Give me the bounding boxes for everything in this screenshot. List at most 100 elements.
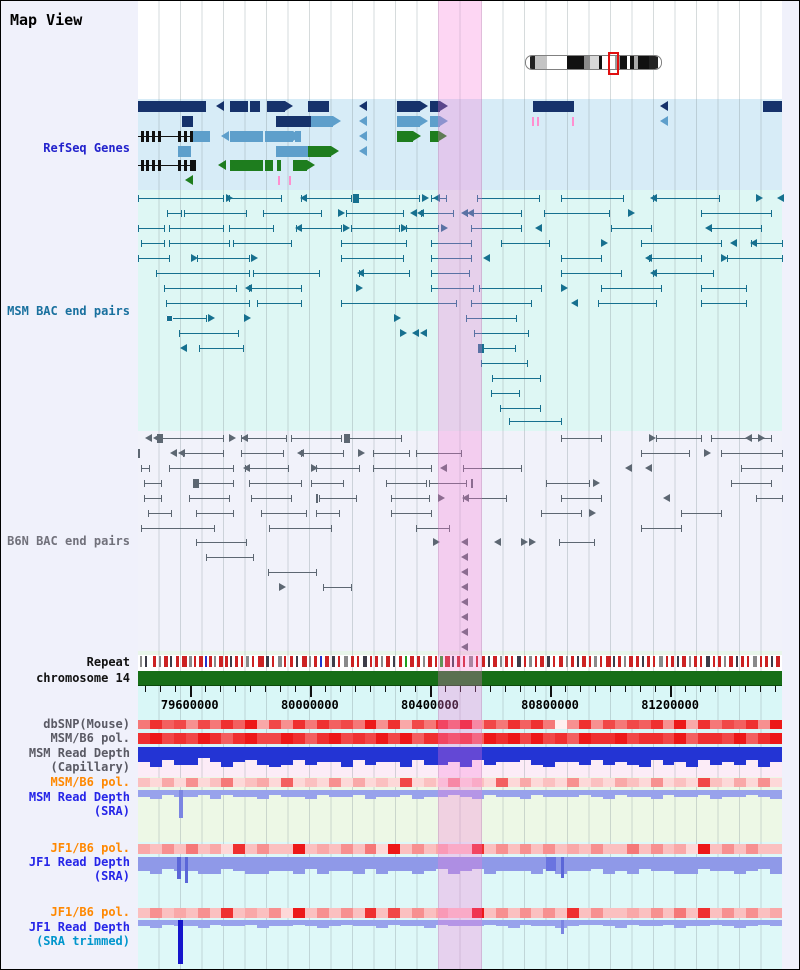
gene-arrow-icon[interactable] xyxy=(331,146,344,156)
gene-feature[interactable] xyxy=(230,160,263,171)
msm-bac-pair-line[interactable] xyxy=(500,408,540,409)
msm-bac-pair-line[interactable] xyxy=(649,258,701,259)
b6n-bac-pair-line[interactable] xyxy=(316,468,359,469)
b6n-bac-pair-line[interactable] xyxy=(721,453,782,454)
msm-bac-pair-cross-block[interactable] xyxy=(166,315,173,322)
b6n-bac-pair-arrow-icon[interactable] xyxy=(239,464,250,472)
b6n-bac-pair-line[interactable] xyxy=(169,468,233,469)
heatmap-msm-b6-pol-sra[interactable] xyxy=(138,778,782,787)
heatmap-dbsnp[interactable] xyxy=(138,720,782,729)
gene-exon[interactable] xyxy=(141,160,144,171)
b6n-bac-pair-arrow-icon[interactable] xyxy=(457,613,468,621)
b6n-bac-pair-line[interactable] xyxy=(656,438,701,439)
b6n-bac-pair-line[interactable] xyxy=(161,438,223,439)
msm-bac-pair-line[interactable] xyxy=(167,213,181,214)
gene-feature[interactable] xyxy=(230,101,248,112)
b6n-bac-pair-arrow-icon[interactable] xyxy=(741,434,752,442)
b6n-bac-pair-arrow-icon[interactable] xyxy=(457,553,468,561)
msm-bac-pair-line[interactable] xyxy=(474,333,528,334)
msm-bac-pair-line[interactable] xyxy=(653,273,713,274)
b6n-bac-pair-arrow-icon[interactable] xyxy=(457,643,468,651)
b6n-bac-pair-arrow-icon[interactable] xyxy=(457,538,468,546)
msm-bac-pair-arrow-icon[interactable] xyxy=(641,254,652,262)
depth-msm-capillary[interactable] xyxy=(138,747,782,793)
b6n-bac-pair-line[interactable] xyxy=(196,542,246,543)
b6n-bac-pair-line[interactable] xyxy=(546,483,589,484)
b6n-bac-pair-arrow-icon[interactable] xyxy=(529,538,540,546)
msm-bac-pair-arrow-icon[interactable] xyxy=(413,209,424,217)
gene-exon[interactable] xyxy=(190,131,193,142)
gene-arrow-icon[interactable] xyxy=(528,101,541,111)
b6n-bac-pair-arrow-icon[interactable] xyxy=(704,449,715,457)
msm-bac-pair-arrow-icon[interactable] xyxy=(746,239,757,247)
gene-feature[interactable] xyxy=(250,101,260,112)
b6n-bac-pair-line[interactable] xyxy=(373,453,409,454)
gene-arrow-icon[interactable] xyxy=(177,116,190,126)
msm-bac-pair-arrow-icon[interactable] xyxy=(429,194,440,202)
msm-bac-pair-line[interactable] xyxy=(509,421,561,422)
msm-bac-pair-line[interactable] xyxy=(561,258,601,259)
gene-exon[interactable] xyxy=(193,160,196,171)
msm-bac-pair-line[interactable] xyxy=(611,228,651,229)
b6n-bac-pair-line[interactable] xyxy=(541,513,581,514)
gene-exon[interactable] xyxy=(158,160,161,171)
gene-feature[interactable] xyxy=(430,101,440,112)
msm-bac-pair-line[interactable] xyxy=(359,273,409,274)
b6n-bac-pair-arrow-icon[interactable] xyxy=(311,464,322,472)
gene-model-line[interactable] xyxy=(138,136,193,137)
gene-arrow-icon[interactable] xyxy=(354,101,367,111)
b6n-bac-pair-arrow-icon[interactable] xyxy=(457,628,468,636)
msm-bac-pair-line[interactable] xyxy=(481,348,515,349)
b6n-bac-pair-line[interactable] xyxy=(391,498,429,499)
gene-feature[interactable] xyxy=(533,101,574,112)
msm-bac-pair-arrow-icon[interactable] xyxy=(567,299,578,307)
b6n-bac-pair-line[interactable] xyxy=(261,513,306,514)
b6n-bac-pair-arrow-icon[interactable] xyxy=(237,434,248,442)
b6n-bac-pair-line[interactable] xyxy=(183,453,223,454)
msm-bac-pair-line[interactable] xyxy=(257,303,301,304)
b6n-bac-pair-line[interactable] xyxy=(241,438,286,439)
msm-bac-pair-arrow-icon[interactable] xyxy=(531,224,542,232)
msm-bac-pair-arrow-icon[interactable] xyxy=(394,314,405,322)
msm-bac-pair-line[interactable] xyxy=(431,273,469,274)
msm-bac-pair-line[interactable] xyxy=(263,213,321,214)
msm-bac-pair-arrow-icon[interactable] xyxy=(479,254,490,262)
msm-bac-pair-line[interactable] xyxy=(249,288,301,289)
b6n-bac-pair-line[interactable] xyxy=(416,453,461,454)
b6n-bac-pair-arrow-icon[interactable] xyxy=(293,449,304,457)
b6n-bac-pair-line[interactable] xyxy=(429,483,466,484)
msm-bac-pair-line[interactable] xyxy=(341,258,403,259)
b6n-bac-pair-arrow-icon[interactable] xyxy=(438,494,449,502)
msm-bac-pair-line[interactable] xyxy=(138,258,169,259)
gene-exon[interactable] xyxy=(146,131,149,142)
msm-bac-pair-line[interactable] xyxy=(701,213,771,214)
msm-bac-pair-arrow-icon[interactable] xyxy=(291,224,302,232)
b6n-bac-pair-line[interactable] xyxy=(249,483,301,484)
msm-bac-pair-arrow-icon[interactable] xyxy=(406,209,417,217)
b6n-bac-pair-line[interactable] xyxy=(245,468,288,469)
b6n-bac-pair-line[interactable] xyxy=(463,468,521,469)
msm-bac-pair-arrow-icon[interactable] xyxy=(601,239,612,247)
msm-bac-pair-line[interactable] xyxy=(229,228,273,229)
b6n-bac-pair-line[interactable] xyxy=(241,453,283,454)
b6n-bac-pair-arrow-icon[interactable] xyxy=(659,494,670,502)
b6n-bac-pair-line[interactable] xyxy=(291,438,341,439)
b6n-bac-pair-arrow-icon[interactable] xyxy=(141,434,152,442)
msm-bac-pair-arrow-icon[interactable] xyxy=(296,194,307,202)
gene-exon[interactable] xyxy=(178,160,181,171)
b6n-bac-pair-arrow-icon[interactable] xyxy=(758,434,769,442)
msm-bac-pair-block[interactable] xyxy=(478,344,484,353)
msm-bac-pair-line[interactable] xyxy=(164,288,236,289)
b6n-bac-pair-line[interactable] xyxy=(189,498,229,499)
b6n-bac-pair-arrow-icon[interactable] xyxy=(279,583,290,591)
b6n-bac-pair-line[interactable] xyxy=(269,528,331,529)
b6n-bac-pair-line[interactable] xyxy=(148,513,171,514)
gene-arrow-icon[interactable] xyxy=(307,160,320,170)
b6n-bac-pair-arrow-icon[interactable] xyxy=(436,464,447,472)
msm-bac-pair-line[interactable] xyxy=(421,213,453,214)
b6n-bac-pair-arrow-icon[interactable] xyxy=(174,449,185,457)
gene-arrow-icon[interactable] xyxy=(420,101,433,111)
b6n-bac-pair-line[interactable] xyxy=(681,513,721,514)
msm-bac-pair-line[interactable] xyxy=(431,258,471,259)
msm-bac-pair-block[interactable] xyxy=(353,194,359,203)
